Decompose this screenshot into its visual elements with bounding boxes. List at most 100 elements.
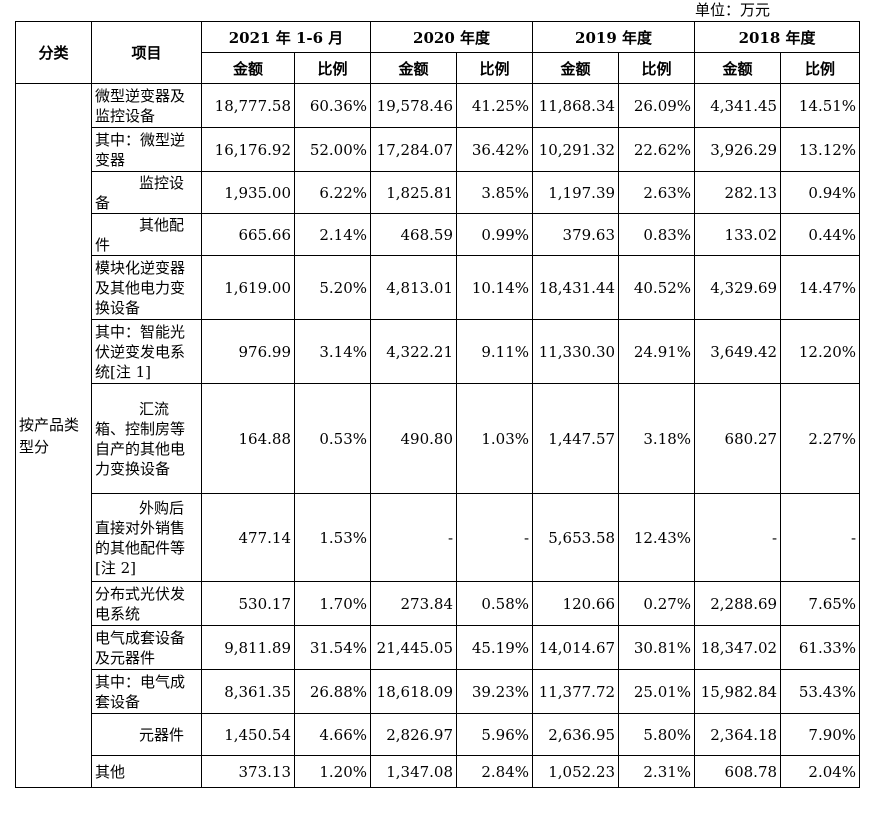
amount-cell: 120.66 <box>532 581 620 626</box>
item-label: 其中：电气成套设备 <box>95 672 186 711</box>
table-row: 其他 373.13 1.20% 1,347.08 2.84% 1,052.23 2.31% 6… <box>16 755 861 788</box>
table-row: 汇流箱、控制房等自产的其他电力变换设备 164.88 0.53% 490.80 1.03… <box>16 383 861 494</box>
amount-cell: 11,377.72 <box>532 669 620 714</box>
amount-cell: 4,813.01 <box>370 255 458 320</box>
ratio-cell: - <box>456 493 534 582</box>
item-label: 分布式光伏发电系统 <box>95 584 186 623</box>
amount-cell: 468.59 <box>370 213 458 256</box>
amount-cell: 1,347.08 <box>370 755 458 788</box>
amount-cell: 1,450.54 <box>201 713 295 756</box>
amount-cell: 19,578.46 <box>370 83 458 128</box>
ratio-cell: 14.51% <box>780 83 861 128</box>
item-cell: 元器件 <box>91 713 202 756</box>
ratio-cell: 3.85% <box>456 171 534 214</box>
amount-cell: 2,826.97 <box>370 713 458 756</box>
amount-cell: 1,197.39 <box>532 171 620 214</box>
header-period-2021h1: 2021 年 1-6 月 <box>200 21 372 53</box>
amount-cell: 15,982.84 <box>694 669 782 714</box>
amount-cell: 18,618.09 <box>370 669 458 714</box>
amount-cell: 477.14 <box>201 493 295 582</box>
header-amount: 金额 <box>370 52 458 84</box>
item-cell: 模块化逆变器及其他电力变换设备 <box>91 255 202 320</box>
ratio-cell: 61.33% <box>780 625 861 670</box>
item-cell: 其中：微型逆变器 <box>91 127 202 172</box>
ratio-cell: 2.84% <box>456 755 534 788</box>
ratio-cell: 0.83% <box>618 213 696 256</box>
ratio-cell: 30.81% <box>618 625 696 670</box>
header-ratio: 比例 <box>780 52 861 84</box>
header-row-metrics: 金额 比例 金额 比例 金额 比例 金额 比例 <box>16 52 861 84</box>
item-label: 其他 <box>95 762 126 781</box>
ratio-cell: 40.52% <box>618 255 696 320</box>
ratio-cell: 26.09% <box>618 83 696 128</box>
amount-cell: 530.17 <box>201 581 295 626</box>
amount-cell: 1,825.81 <box>370 171 458 214</box>
ratio-cell: 2.27% <box>780 383 861 494</box>
revenue-by-product-table: 分类 项目 2021 年 1-6 月 2020 年度 2019 年度 2018 … <box>15 21 861 788</box>
ratio-cell: 7.90% <box>780 713 861 756</box>
ratio-cell: 25.01% <box>618 669 696 714</box>
amount-cell: 4,341.45 <box>694 83 782 128</box>
item-cell: 电气成套设备及元器件 <box>91 625 202 670</box>
ratio-cell: 0.27% <box>618 581 696 626</box>
header-amount: 金额 <box>532 52 620 84</box>
amount-cell: 16,176.92 <box>201 127 295 172</box>
ratio-cell: 4.66% <box>293 713 372 756</box>
table-row: 其中：智能光伏逆变发电系统[注 1] 976.99 3.14% 4,322.21 9.1… <box>16 319 861 384</box>
amount-cell: 9,811.89 <box>201 625 295 670</box>
ratio-cell: 1.20% <box>293 755 372 788</box>
ratio-cell: 45.19% <box>456 625 534 670</box>
ratio-cell: 24.91% <box>618 319 696 384</box>
ratio-cell: 0.53% <box>293 383 372 494</box>
ratio-cell: 22.62% <box>618 127 696 172</box>
amount-cell: 3,926.29 <box>694 127 782 172</box>
item-cell: 分布式光伏发电系统 <box>91 581 202 626</box>
amount-cell: 18,347.02 <box>694 625 782 670</box>
header-item: 项目 <box>91 21 202 84</box>
amount-cell: 5,653.58 <box>532 493 620 582</box>
ratio-cell: - <box>780 493 861 582</box>
item-label: 其他配件 <box>95 215 185 254</box>
table-row: 元器件 1,450.54 4.66% 2,826.97 5.96% 2,636.95 5.8… <box>16 713 861 756</box>
amount-cell: 17,284.07 <box>370 127 458 172</box>
item-cell: 其中：电气成套设备 <box>91 669 202 714</box>
ratio-cell: 0.58% <box>456 581 534 626</box>
ratio-cell: 31.54% <box>293 625 372 670</box>
amount-cell: 2,288.69 <box>694 581 782 626</box>
amount-cell: 2,364.18 <box>694 713 782 756</box>
item-label: 元器件 <box>139 725 185 744</box>
ratio-cell: 39.23% <box>456 669 534 714</box>
table-row: 监控设备 1,935.00 6.22% 1,825.81 3.85% 1,197.39 2.… <box>16 171 861 214</box>
header-ratio: 比例 <box>293 52 372 84</box>
amount-cell: 665.66 <box>201 213 295 256</box>
ratio-cell: 7.65% <box>780 581 861 626</box>
ratio-cell: 0.44% <box>780 213 861 256</box>
table-row: 按产品类型分 微型逆变器及监控设备 18,777.58 60.36% 19,578.46… <box>15 83 861 788</box>
amount-cell: 4,329.69 <box>694 255 782 320</box>
header-row-periods: 分类 项目 2021 年 1-6 月 2020 年度 2019 年度 2018 … <box>15 21 861 84</box>
item-cell: 其中：智能光伏逆变发电系统[注 1] <box>91 319 202 384</box>
table-row: 电气成套设备及元器件 9,811.89 31.54% 21,445.05 45.19% 1… <box>16 625 861 670</box>
amount-cell: 373.13 <box>201 755 295 788</box>
item-label: 汇流箱、控制房等自产的其他电力变换设备 <box>95 399 186 478</box>
item-cell: 微型逆变器及监控设备 <box>91 83 202 128</box>
ratio-cell: 0.99% <box>456 213 534 256</box>
amount-cell: 976.99 <box>201 319 295 384</box>
ratio-cell: 5.96% <box>456 713 534 756</box>
table-row: 其他配件 665.66 2.14% 468.59 0.99% 379.63 0.83% 133… <box>16 213 861 256</box>
ratio-cell: 41.25% <box>456 83 534 128</box>
ratio-cell: 53.43% <box>780 669 861 714</box>
table-row: 分布式光伏发电系统 530.17 1.70% 273.84 0.58% 120.66 0.2… <box>16 581 861 626</box>
ratio-cell: 10.14% <box>456 255 534 320</box>
amount-cell: 608.78 <box>694 755 782 788</box>
item-cell: 汇流箱、控制房等自产的其他电力变换设备 <box>91 383 202 494</box>
amount-cell: 18,431.44 <box>532 255 620 320</box>
amount-cell: 10,291.32 <box>532 127 620 172</box>
item-cell: 外购后直接对外销售的其他配件等[注 2] <box>91 493 202 582</box>
amount-cell: 282.13 <box>694 171 782 214</box>
amount-cell: 164.88 <box>201 383 295 494</box>
ratio-cell: 2.14% <box>293 213 372 256</box>
category-cell: 按产品类型分 <box>15 83 92 788</box>
item-label: 监控设备 <box>95 173 185 212</box>
header-period-2018: 2018 年度 <box>694 21 861 53</box>
